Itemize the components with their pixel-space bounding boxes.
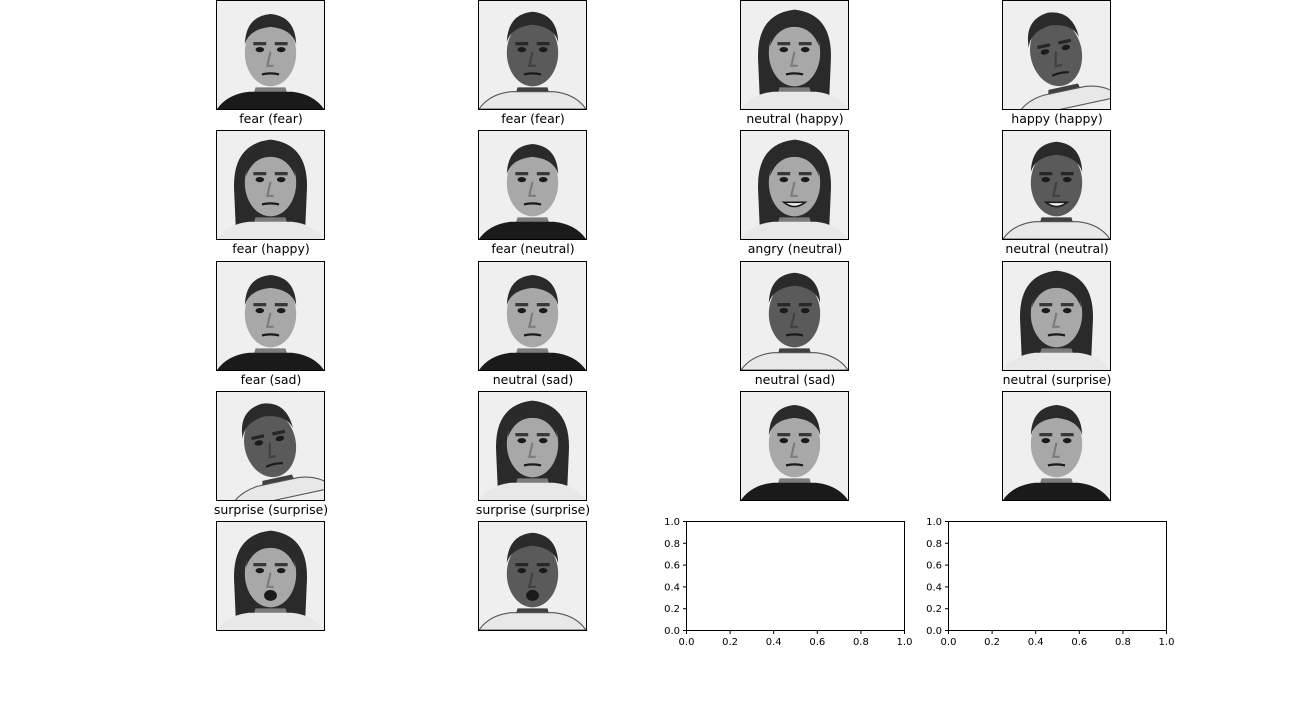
face-image [740, 261, 849, 371]
face-image [1002, 130, 1111, 240]
image-caption: surprise (surprise) [475, 502, 591, 517]
y-tick-label: 0.0 [664, 626, 680, 637]
image-caption: fear (fear) [239, 111, 303, 126]
x-tick-label: 0.2 [722, 637, 738, 648]
face-image [740, 391, 849, 501]
face-image [740, 130, 849, 240]
y-tick-label: 0.0 [926, 626, 942, 637]
face-image [478, 391, 587, 501]
image-caption: neutral (happy) [746, 111, 844, 126]
image-caption: neutral (neutral) [1005, 241, 1109, 256]
axes-frame [686, 521, 905, 631]
face-image [740, 0, 849, 110]
face-image [478, 130, 587, 240]
image-caption: fear (sad) [240, 372, 302, 387]
y-tick-label: 0.6 [926, 561, 942, 572]
image-caption: fear (fear) [501, 111, 565, 126]
x-tick-label: 0.4 [1028, 637, 1044, 648]
y-tick-label: 0.2 [664, 604, 680, 615]
y-tick-label: 0.2 [926, 604, 942, 615]
x-tick-label: 1.0 [897, 637, 913, 648]
face-image [478, 521, 587, 631]
y-tick-label: 1.0 [926, 517, 942, 528]
image-caption: neutral (sad) [754, 372, 836, 387]
image-caption: fear (happy) [232, 241, 310, 256]
axes-frame [948, 521, 1167, 631]
x-tick-label: 0.0 [679, 637, 695, 648]
image-caption: fear (neutral) [491, 241, 575, 256]
x-tick-label: 0.8 [853, 637, 869, 648]
x-tick-label: 0.4 [766, 637, 782, 648]
y-tick-label: 1.0 [664, 517, 680, 528]
y-tick-label: 0.4 [926, 582, 942, 593]
image-caption: happy (happy) [1011, 111, 1103, 126]
x-tick-label: 0.8 [1115, 637, 1131, 648]
x-tick-label: 0.0 [941, 637, 957, 648]
x-tick-label: 0.6 [809, 637, 825, 648]
y-tick-label: 0.8 [926, 539, 942, 550]
face-image [1002, 391, 1111, 501]
image-caption: surprise (surprise) [213, 502, 329, 517]
face-image [216, 0, 325, 110]
face-image [216, 391, 325, 501]
y-tick-label: 0.8 [664, 539, 680, 550]
face-image [1002, 0, 1111, 110]
x-tick-label: 0.2 [984, 637, 1000, 648]
face-image [216, 261, 325, 371]
face-image [478, 261, 587, 371]
face-image [216, 130, 325, 240]
image-caption: neutral (sad) [492, 372, 574, 387]
x-tick-label: 0.6 [1071, 637, 1087, 648]
face-image [216, 521, 325, 631]
x-tick-label: 1.0 [1159, 637, 1175, 648]
y-tick-label: 0.4 [664, 582, 680, 593]
image-caption: angry (neutral) [747, 241, 843, 256]
face-image [478, 0, 587, 110]
y-tick-label: 0.6 [664, 561, 680, 572]
image-caption: neutral (surprise) [1002, 372, 1112, 387]
face-image [1002, 261, 1111, 371]
